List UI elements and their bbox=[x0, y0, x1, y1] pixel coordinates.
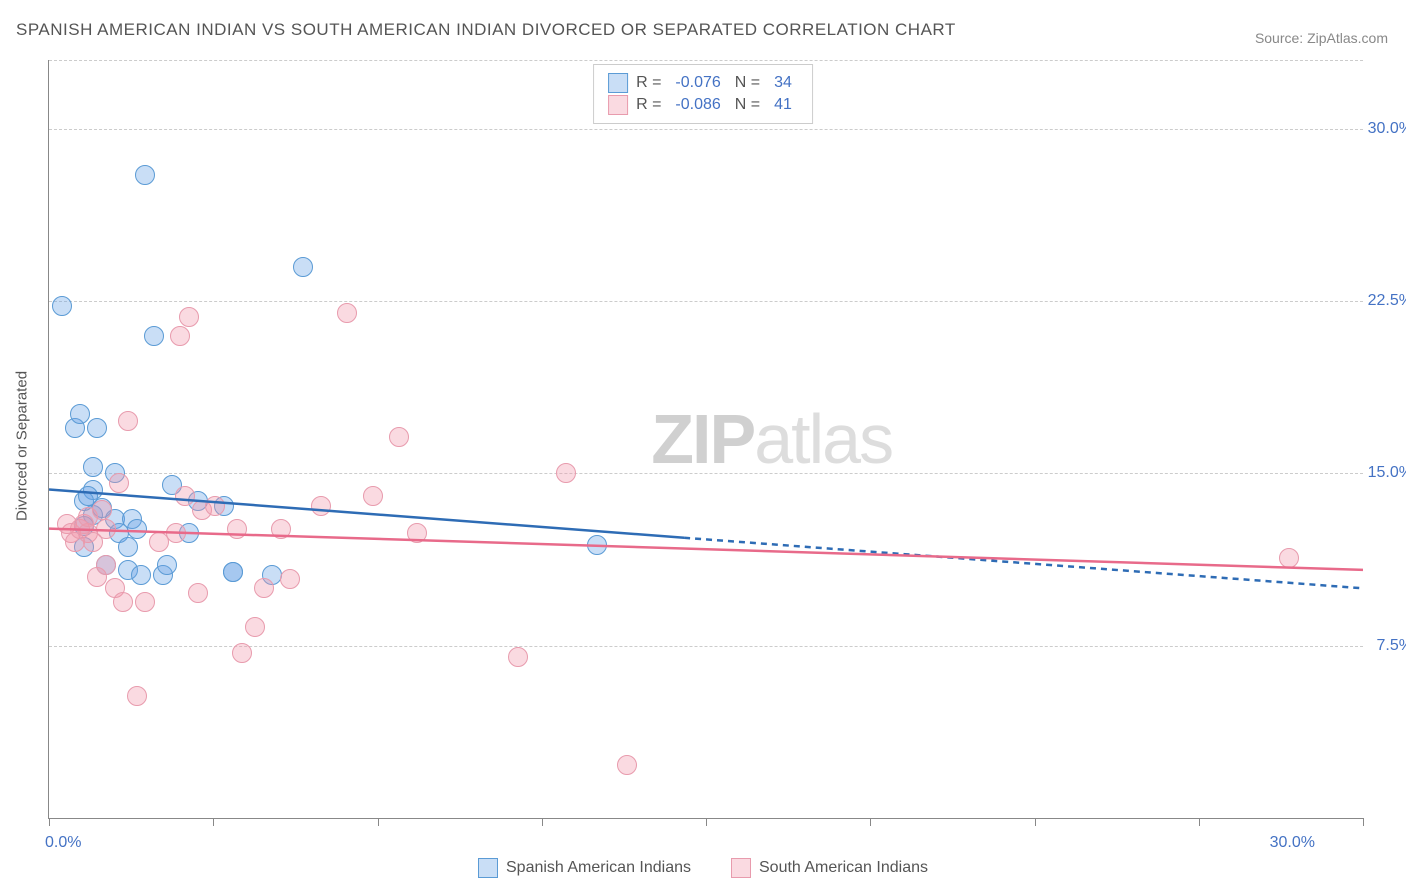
data-point bbox=[92, 500, 112, 520]
data-point bbox=[617, 755, 637, 775]
y-tick-label: 7.5% bbox=[1377, 637, 1406, 655]
data-point bbox=[113, 592, 133, 612]
x-axis-max-label: 30.0% bbox=[1270, 834, 1315, 852]
y-tick-label: 22.5% bbox=[1368, 292, 1406, 310]
data-point bbox=[1279, 548, 1299, 568]
x-tick bbox=[49, 818, 50, 826]
x-tick bbox=[706, 818, 707, 826]
series-legend: Spanish American Indians South American … bbox=[478, 858, 928, 878]
y-tick-label: 15.0% bbox=[1368, 464, 1406, 482]
data-point bbox=[118, 411, 138, 431]
data-point bbox=[280, 569, 300, 589]
y-axis-title: Divorced or Separated bbox=[14, 371, 31, 521]
data-point bbox=[127, 519, 147, 539]
legend-row-series-2: R = -0.086 N = 41 bbox=[608, 95, 798, 115]
data-point bbox=[70, 404, 90, 424]
data-point bbox=[556, 463, 576, 483]
source-attribution: Source: ZipAtlas.com bbox=[1255, 30, 1388, 46]
data-point bbox=[109, 473, 129, 493]
chart-title: SPANISH AMERICAN INDIAN VS SOUTH AMERICA… bbox=[16, 20, 956, 40]
data-point bbox=[245, 617, 265, 637]
data-point bbox=[135, 592, 155, 612]
x-tick bbox=[870, 818, 871, 826]
data-point bbox=[271, 519, 291, 539]
trend-lines bbox=[49, 60, 1363, 818]
data-point bbox=[587, 535, 607, 555]
data-point bbox=[363, 486, 383, 506]
x-tick bbox=[1363, 818, 1364, 826]
data-point bbox=[407, 523, 427, 543]
data-point bbox=[96, 555, 116, 575]
data-point bbox=[157, 555, 177, 575]
x-axis-min-label: 0.0% bbox=[45, 834, 81, 852]
data-point bbox=[337, 303, 357, 323]
watermark: ZIPatlas bbox=[651, 399, 892, 479]
legend-row-series-1: R = -0.076 N = 34 bbox=[608, 73, 798, 93]
x-tick bbox=[1199, 818, 1200, 826]
swatch-series-2-icon bbox=[731, 858, 751, 878]
data-point bbox=[96, 519, 116, 539]
data-point bbox=[311, 496, 331, 516]
x-tick bbox=[378, 818, 379, 826]
data-point bbox=[389, 427, 409, 447]
data-point bbox=[118, 537, 138, 557]
data-point bbox=[127, 686, 147, 706]
legend-item-series-2: South American Indians bbox=[731, 858, 928, 878]
swatch-series-1-icon bbox=[478, 858, 498, 878]
data-point bbox=[131, 565, 151, 585]
data-point bbox=[135, 165, 155, 185]
correlation-legend: R = -0.076 N = 34 R = -0.086 N = 41 bbox=[593, 64, 813, 124]
data-point bbox=[144, 326, 164, 346]
data-point bbox=[83, 457, 103, 477]
x-tick bbox=[213, 818, 214, 826]
data-point bbox=[87, 418, 107, 438]
plot-area: ZIPatlas 0.0% 30.0% 7.5%15.0%22.5%30.0% bbox=[48, 60, 1363, 819]
gridline bbox=[49, 60, 1363, 61]
data-point bbox=[170, 326, 190, 346]
gridline bbox=[49, 301, 1363, 302]
gridline bbox=[49, 129, 1363, 130]
data-point bbox=[205, 496, 225, 516]
data-point bbox=[52, 296, 72, 316]
y-tick-label: 30.0% bbox=[1368, 120, 1406, 138]
data-point bbox=[508, 647, 528, 667]
chart-container: SPANISH AMERICAN INDIAN VS SOUTH AMERICA… bbox=[0, 0, 1406, 892]
swatch-series-2 bbox=[608, 95, 628, 115]
data-point bbox=[188, 583, 208, 603]
gridline bbox=[49, 473, 1363, 474]
legend-item-series-1: Spanish American Indians bbox=[478, 858, 691, 878]
x-tick bbox=[542, 818, 543, 826]
swatch-series-1 bbox=[608, 73, 628, 93]
data-point bbox=[254, 578, 274, 598]
data-point bbox=[179, 307, 199, 327]
x-tick bbox=[1035, 818, 1036, 826]
data-point bbox=[223, 562, 243, 582]
data-point bbox=[293, 257, 313, 277]
data-point bbox=[232, 643, 252, 663]
data-point bbox=[227, 519, 247, 539]
data-point bbox=[175, 486, 195, 506]
data-point bbox=[166, 523, 186, 543]
